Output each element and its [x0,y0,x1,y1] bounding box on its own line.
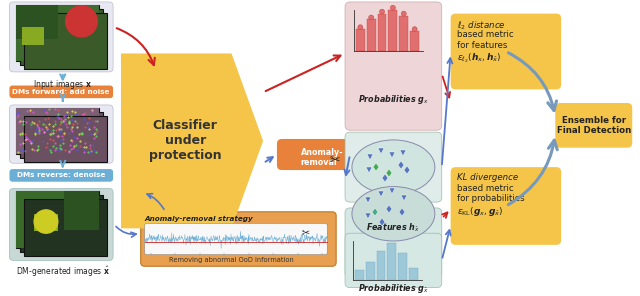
Bar [367,20,376,51]
Text: DMs forward: add noise: DMs forward: add noise [12,89,109,95]
Text: ✂: ✂ [301,227,310,237]
Text: Anomaly-
removal: Anomaly- removal [301,148,343,167]
FancyBboxPatch shape [10,105,113,163]
Text: ✂: ✂ [330,154,340,167]
Circle shape [412,27,417,32]
Bar [365,262,374,280]
FancyBboxPatch shape [10,189,113,260]
Bar [17,108,99,155]
Text: Features $\boldsymbol{h}_{x}$: Features $\boldsymbol{h}_{x}$ [367,203,420,215]
FancyBboxPatch shape [10,169,113,182]
Text: Removing abnormal OoD information: Removing abnormal OoD information [169,258,294,263]
Bar [20,195,103,252]
Circle shape [34,210,58,233]
Polygon shape [121,54,263,228]
Bar [24,13,107,69]
FancyBboxPatch shape [10,86,113,98]
FancyBboxPatch shape [141,212,336,266]
Bar [17,5,99,61]
Bar [17,5,58,39]
Bar [20,9,103,65]
Text: for features: for features [456,41,507,50]
Circle shape [358,25,363,30]
Text: $\ell_2$ distance: $\ell_2$ distance [456,20,505,32]
Circle shape [390,5,396,10]
Bar [376,251,385,280]
Text: based metric: based metric [456,184,513,193]
Text: DMs reverse: denoise: DMs reverse: denoise [17,172,105,178]
Text: Input images $\mathbf{x}$: Input images $\mathbf{x}$ [33,78,92,91]
Bar [378,14,387,51]
Circle shape [66,6,97,37]
Ellipse shape [352,186,435,241]
FancyBboxPatch shape [451,14,561,89]
Bar [24,116,107,162]
Bar [64,192,99,230]
Text: for probabilities: for probabilities [456,194,524,203]
Bar [388,10,397,51]
Bar [22,27,44,45]
FancyBboxPatch shape [277,139,350,170]
Text: Probabilities $\boldsymbol{g}_{\hat{x}}$: Probabilities $\boldsymbol{g}_{\hat{x}}$ [358,282,429,295]
FancyBboxPatch shape [345,2,442,130]
FancyBboxPatch shape [345,233,442,288]
Circle shape [369,15,374,20]
Bar [17,192,99,248]
Text: Probabilities $\boldsymbol{g}_{x}$: Probabilities $\boldsymbol{g}_{x}$ [358,93,429,106]
Bar [20,112,103,158]
Text: Anomaly-removal strategy: Anomaly-removal strategy [145,216,253,222]
Bar [24,199,107,255]
Text: Classifier
under
protection: Classifier under protection [149,119,221,163]
Text: Features $\boldsymbol{h}_{\hat{x}}$: Features $\boldsymbol{h}_{\hat{x}}$ [367,221,420,234]
Text: DM-generated images $\hat{\mathbf{x}}$: DM-generated images $\hat{\mathbf{x}}$ [16,264,109,279]
Bar [409,268,418,280]
Bar [356,29,365,51]
FancyBboxPatch shape [145,223,327,255]
Text: $\epsilon_{\mathrm{KL}}(\boldsymbol{g}_{x}, \boldsymbol{g}_{\hat{x}})$: $\epsilon_{\mathrm{KL}}(\boldsymbol{g}_{… [456,205,503,218]
Bar [17,192,99,248]
FancyBboxPatch shape [345,132,442,202]
Bar [355,270,364,280]
Ellipse shape [352,140,435,194]
FancyBboxPatch shape [345,208,442,278]
Circle shape [380,9,385,14]
FancyBboxPatch shape [10,2,113,72]
FancyBboxPatch shape [451,167,561,245]
Circle shape [401,11,406,16]
Bar [399,16,408,51]
Bar [17,108,99,155]
Bar [398,253,407,280]
Text: KL divergence: KL divergence [456,173,518,182]
Bar [387,243,396,280]
Bar [410,31,419,51]
Text: $\epsilon_{\ell_2}(\boldsymbol{h}_{x}, \boldsymbol{h}_{\hat{x}})$: $\epsilon_{\ell_2}(\boldsymbol{h}_{x}, \… [456,52,501,65]
Text: Ensemble for
Final Detection: Ensemble for Final Detection [557,116,631,135]
Text: based metric: based metric [456,30,513,39]
Bar [34,214,58,231]
FancyBboxPatch shape [556,103,632,148]
Bar [17,5,99,61]
